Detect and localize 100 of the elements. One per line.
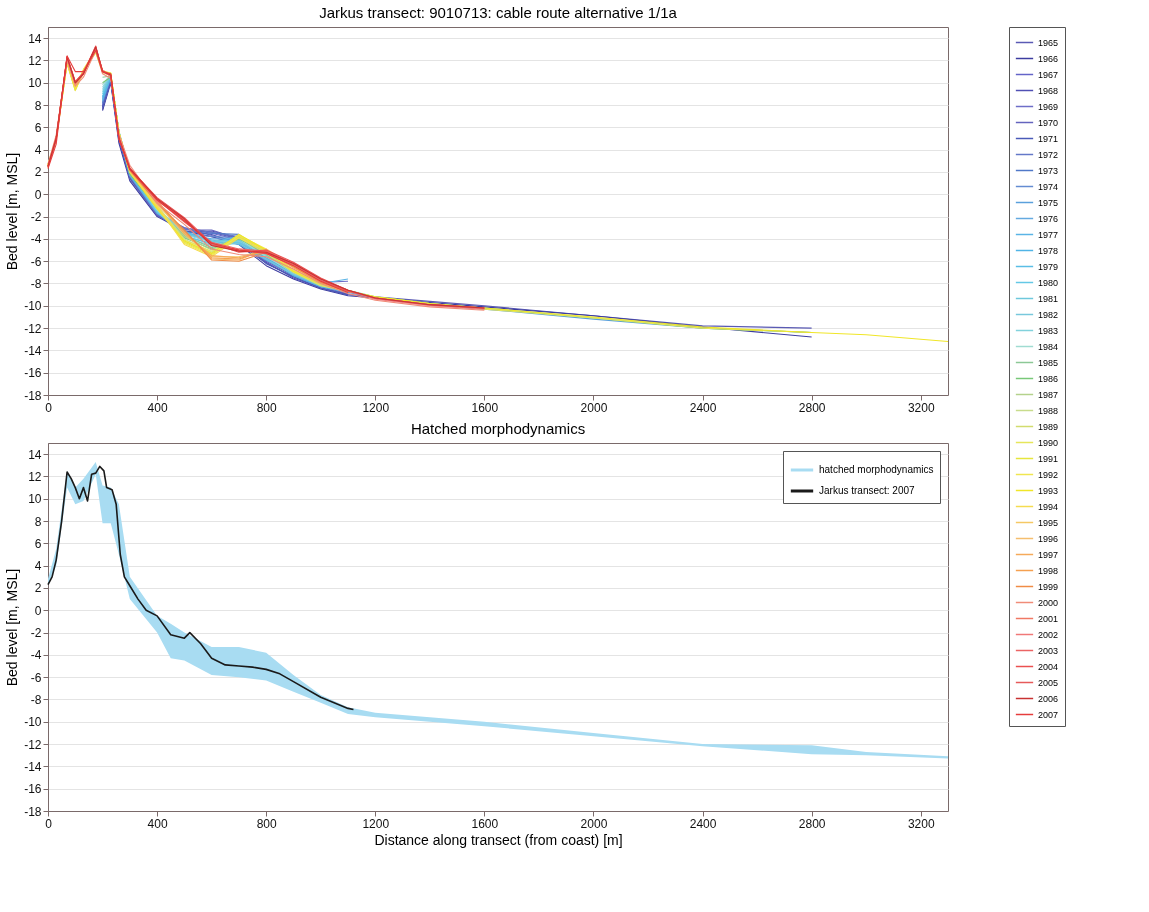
y-tick-label: 6 [34, 536, 42, 551]
legend-label: 1977 [1038, 229, 1059, 240]
y-tick-label: 10 [28, 76, 42, 91]
legend-label: 1972 [1038, 149, 1059, 160]
x-tick-label: 1600 [471, 400, 499, 415]
y-tick-label: 8 [34, 514, 42, 529]
x-tick-label: 2000 [580, 816, 608, 831]
legend-label: 1971 [1038, 133, 1059, 144]
legend-label: 1995 [1038, 517, 1059, 528]
y-tick-label: 2 [34, 165, 42, 180]
legend-label: 1978 [1038, 245, 1059, 256]
legend-label: 1987 [1038, 389, 1059, 400]
legend-label: 1973 [1038, 165, 1059, 176]
legend-label: 1989 [1038, 421, 1059, 432]
y-tick-label: -10 [24, 299, 42, 314]
legend-label: 1992 [1038, 469, 1059, 480]
x-tick-label: 400 [147, 816, 168, 831]
y-axis-title: Bed level [m, MSL] [4, 152, 21, 271]
x-tick-label: 0 [45, 400, 53, 415]
x-tick-label: 1200 [362, 816, 390, 831]
y-tick-label: 14 [28, 447, 42, 462]
x-tick-label: 2400 [689, 400, 717, 415]
y-tick-label: 0 [34, 603, 42, 618]
legend-label: Jarkus transect: 2007 [819, 485, 916, 496]
y-tick-label: 12 [28, 53, 42, 68]
x-tick-label: 2800 [798, 816, 826, 831]
legend-label: 2006 [1038, 693, 1059, 704]
y-tick-label: 10 [28, 492, 42, 507]
x-axis-title: Distance along transect (from coast) [m] [374, 831, 623, 848]
y-tick-label: -8 [30, 276, 42, 291]
legend-label: 2005 [1038, 677, 1059, 688]
legend-label: 1983 [1038, 325, 1059, 336]
legend-label: 1986 [1038, 373, 1059, 384]
x-tick-label: 400 [147, 400, 168, 415]
x-tick-label: 1600 [471, 816, 499, 831]
legend-label: 1979 [1038, 261, 1059, 272]
y-tick-label: -14 [24, 343, 42, 358]
y-tick-label: -4 [30, 648, 42, 663]
y-tick-label: -14 [24, 759, 42, 774]
y-tick-label: -8 [30, 692, 42, 707]
y-tick-label: -12 [24, 321, 42, 336]
x-tick-label: 3200 [907, 816, 935, 831]
legend-label: 1988 [1038, 405, 1059, 416]
legend-label: 1994 [1038, 501, 1059, 512]
y-tick-label: -6 [30, 254, 42, 269]
legend-label: 2004 [1038, 661, 1059, 672]
legend-label: 1990 [1038, 437, 1059, 448]
y-tick-label: -16 [24, 782, 42, 797]
y-tick-label: -12 [24, 737, 42, 752]
legend-label: 1981 [1038, 293, 1059, 304]
x-tick-label: 800 [256, 400, 278, 415]
legend-label: 2000 [1038, 597, 1059, 608]
legend-label: 1991 [1038, 453, 1059, 464]
x-tick-label: 2000 [580, 400, 608, 415]
legend-label: 1966 [1038, 53, 1059, 64]
legend-label: 1999 [1038, 581, 1059, 592]
legend-label: 1997 [1038, 549, 1059, 560]
y-tick-label: 4 [34, 143, 42, 158]
y-tick-label: -6 [30, 670, 42, 685]
y-tick-label: 8 [34, 98, 42, 113]
y-tick-label: -18 [24, 804, 42, 819]
y-tick-label: 6 [34, 120, 42, 135]
y-tick-label: -18 [24, 388, 42, 403]
legend-label: 1967 [1038, 69, 1059, 80]
y-tick-label: -2 [30, 210, 42, 225]
legend-label: 1969 [1038, 101, 1059, 112]
legend-label: 1998 [1038, 565, 1059, 576]
chart-title: Jarkus transect: 9010713: cable route alternative 1/1a [319, 3, 678, 21]
y-tick-label: 2 [34, 581, 42, 596]
legend-label: 1993 [1038, 485, 1059, 496]
legend-label: 1975 [1038, 197, 1059, 208]
legend-label: 2002 [1038, 629, 1059, 640]
y-axis-title: Bed level [m, MSL] [4, 568, 21, 687]
y-tick-label: -10 [24, 715, 42, 730]
legend-label: 1974 [1038, 181, 1059, 192]
chart-title: Hatched morphodynamics [410, 420, 586, 437]
legend-label: 2001 [1038, 613, 1059, 624]
legend-label: 1996 [1038, 533, 1059, 544]
x-tick-label: 800 [256, 816, 278, 831]
legend-label: 1970 [1038, 117, 1059, 128]
legend-label: 1968 [1038, 85, 1059, 96]
x-tick-label: 2800 [798, 400, 826, 415]
x-tick-label: 2400 [689, 816, 717, 831]
y-tick-label: 14 [28, 31, 42, 46]
legend-label: hatched morphodynamics [819, 464, 934, 475]
legend-label: 1976 [1038, 213, 1059, 224]
legend-label: 1965 [1038, 37, 1059, 48]
legend-label: 1982 [1038, 309, 1059, 320]
legend-label: 1984 [1038, 341, 1059, 352]
legend-label: 1980 [1038, 277, 1059, 288]
y-tick-label: 4 [34, 559, 42, 574]
y-tick-label: -16 [24, 366, 42, 381]
x-tick-label: 1200 [362, 400, 390, 415]
x-tick-label: 0 [45, 816, 53, 831]
y-tick-label: 12 [28, 469, 42, 484]
legend-label: 2007 [1038, 709, 1059, 720]
x-tick-label: 3200 [907, 400, 935, 415]
legend-label: 2003 [1038, 645, 1059, 656]
y-tick-label: -2 [30, 626, 42, 641]
y-tick-label: -4 [30, 232, 42, 247]
